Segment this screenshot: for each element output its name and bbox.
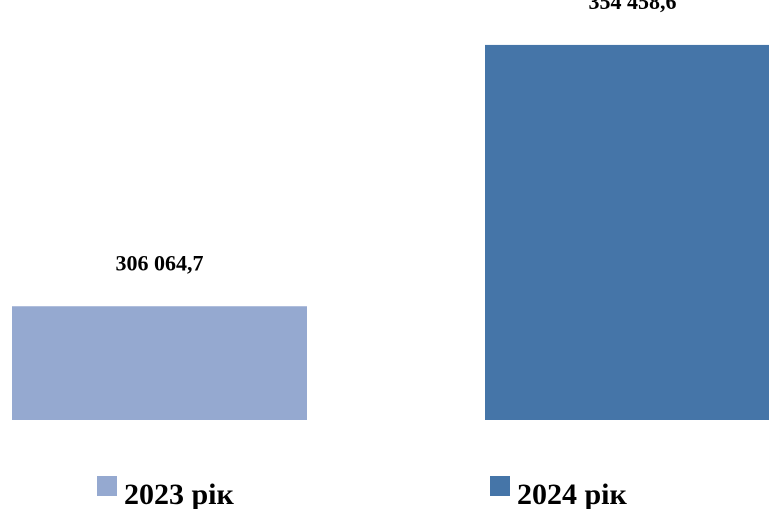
legend-swatch-1 <box>97 476 117 496</box>
bars-group <box>12 44 769 421</box>
data-label-2: 354 458,6 <box>589 0 677 14</box>
legend: 2023 рік 2024 рік <box>97 476 628 509</box>
legend-label-2: 2024 рік <box>517 478 628 509</box>
legend-swatch-2 <box>490 476 510 496</box>
legend-label-1: 2023 рік <box>124 478 235 509</box>
bar-1 <box>12 306 307 420</box>
value-labels-group: 306 064,7 354 458,6 <box>116 0 677 275</box>
data-label-1: 306 064,7 <box>116 250 204 275</box>
bar-2 <box>485 44 769 421</box>
